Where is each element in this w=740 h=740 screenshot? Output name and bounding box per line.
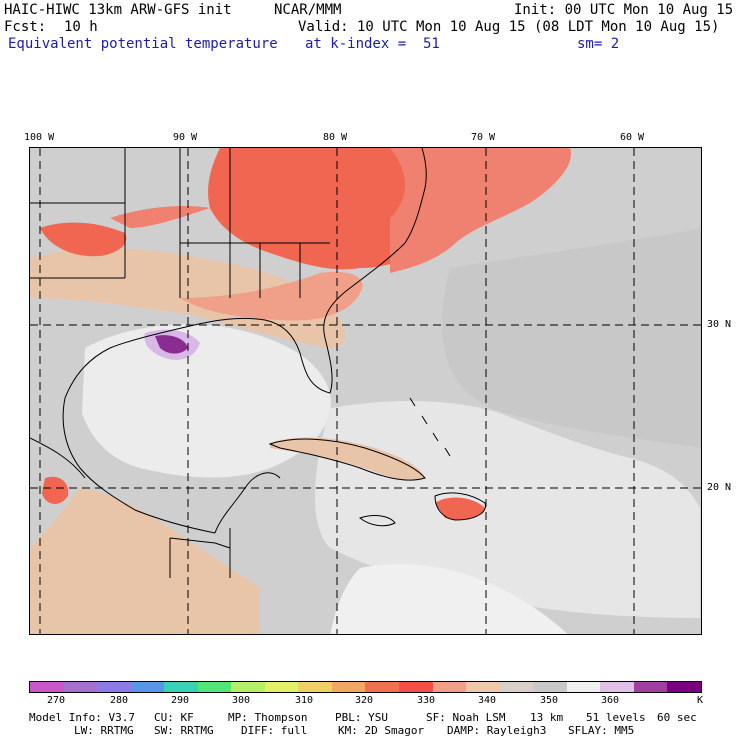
colorbar-tick-290: 290 xyxy=(171,695,190,706)
cuba-outline xyxy=(268,438,426,481)
colorbar-swatch-14 xyxy=(499,682,534,692)
colorbar-swatch-10 xyxy=(365,682,400,692)
southern-light-field xyxy=(330,564,568,634)
footer-levels: 51 levels xyxy=(586,711,646,724)
footer-resolution: 13 km xyxy=(530,711,564,724)
footer-sf: SF: Noah LSM xyxy=(426,711,506,724)
lon-label-90w: 90 W xyxy=(173,132,198,143)
footer-pbl: PBL: YSU xyxy=(335,711,388,724)
footer-model-info: Model Info: V3.7 xyxy=(29,711,135,724)
bahamas-outline xyxy=(409,397,451,457)
hispaniola-outline xyxy=(434,492,486,521)
us-gulf-atlantic-coast xyxy=(64,148,427,399)
colorbar-swatch-9 xyxy=(331,682,366,692)
colorbar-swatch-5 xyxy=(197,682,232,692)
mexico-gulf-coast xyxy=(62,397,216,534)
footer-diff: DIFF: full xyxy=(241,724,308,737)
colorbar-tick-280: 280 xyxy=(110,695,129,706)
colorbar-swatch-15 xyxy=(533,682,567,692)
colorbar-swatch-8 xyxy=(298,682,332,692)
footer-timestep: 60 sec xyxy=(657,711,697,724)
central-america-tan-field xyxy=(30,488,260,634)
coastlines xyxy=(30,148,486,578)
valid-time: Valid: 10 UTC Mon 10 Aug 15 (08 LDT Mon … xyxy=(298,19,720,35)
colorbar-swatch-16 xyxy=(566,682,601,692)
atlantic-gray-field xyxy=(442,228,701,448)
colorbar-swatch-7 xyxy=(264,682,299,692)
lon-label-100w: 100 W xyxy=(24,132,55,143)
colorbar xyxy=(29,681,702,693)
lon-label-80w: 80 W xyxy=(323,132,348,143)
gulf-light-field xyxy=(82,324,331,478)
lon-label-70w: 70 W xyxy=(471,132,496,143)
graticule xyxy=(30,148,701,634)
colorbar-swatch-1 xyxy=(63,682,98,692)
field-name: Equivalent potential temperature xyxy=(8,36,278,52)
footer-sw: SW: RRTMG xyxy=(154,724,214,737)
caribbean-light-field xyxy=(315,401,700,618)
state-borders xyxy=(30,148,330,298)
footer-km: KM: 2D Smagor xyxy=(338,724,425,737)
colorbar-swatch-2 xyxy=(97,682,131,692)
colorbar-tick-350: 350 xyxy=(540,695,559,706)
footer-cu: CU: KF xyxy=(154,711,194,724)
forecast-hour: 10 h xyxy=(64,19,98,35)
colorbar-swatch-11 xyxy=(399,682,433,692)
colorbar-swatch-18 xyxy=(633,682,668,692)
texas-warm-patch xyxy=(40,222,127,257)
delta-purple-core xyxy=(155,335,188,354)
colorbar-swatch-17 xyxy=(600,682,634,692)
theta-e-map xyxy=(30,148,701,634)
model-title: HAIC-HIWC 13km ARW-GFS init xyxy=(4,2,232,18)
yucatan-coast xyxy=(214,472,281,534)
init-time: Init: 00 UTC Mon 10 Aug 15 xyxy=(514,2,734,18)
smoothing-value: sm= 2 xyxy=(577,36,620,52)
level-index: at k-index = 51 xyxy=(305,36,440,52)
footer-damp: DAMP: Rayleigh3 xyxy=(447,724,547,737)
cuba-tan-field xyxy=(270,437,425,481)
colorbar-swatch-0 xyxy=(30,682,64,692)
footer-sflay: SFLAY: MM5 xyxy=(568,724,635,737)
colorbar-tick-320: 320 xyxy=(355,695,374,706)
colorbar-swatch-19 xyxy=(667,682,701,692)
lat-label-20n: 20 N xyxy=(707,482,732,493)
central-america-borders xyxy=(169,528,231,578)
colorbar-tick-340: 340 xyxy=(478,695,497,706)
footer-lw: LW: RRTMG xyxy=(74,724,134,737)
lon-label-60w: 60 W xyxy=(620,132,645,143)
footer-mp: MP: Thompson xyxy=(228,711,308,724)
jamaica-outline xyxy=(358,515,396,527)
mexico-pacific-coast xyxy=(30,437,86,479)
colorbar-tick-360: 360 xyxy=(601,695,620,706)
lat-label-30n: 30 N xyxy=(707,319,732,330)
colorbar-swatch-6 xyxy=(231,682,265,692)
colorbar-swatch-4 xyxy=(164,682,198,692)
colorbar-tick-330: 330 xyxy=(417,695,436,706)
southeast-tan-field xyxy=(180,271,363,321)
colorbar-unit: K xyxy=(697,695,704,706)
colorbar-tick-270: 270 xyxy=(47,695,66,706)
mexico-warm-patch xyxy=(42,476,69,504)
colorbar-swatch-3 xyxy=(130,682,165,692)
colorbar-tick-300: 300 xyxy=(232,695,251,706)
warm-streak xyxy=(110,206,210,228)
colorbar-swatch-12 xyxy=(432,682,467,692)
forecast-label: Fcst: xyxy=(4,19,47,35)
hispaniola-warm-patch xyxy=(435,497,485,521)
colorbar-swatch-13 xyxy=(466,682,500,692)
institution-label: NCAR/MMM xyxy=(274,2,342,18)
map-panel xyxy=(29,147,702,635)
colorbar-tick-310: 310 xyxy=(295,695,314,706)
northeast-warm-fringe xyxy=(330,148,571,273)
